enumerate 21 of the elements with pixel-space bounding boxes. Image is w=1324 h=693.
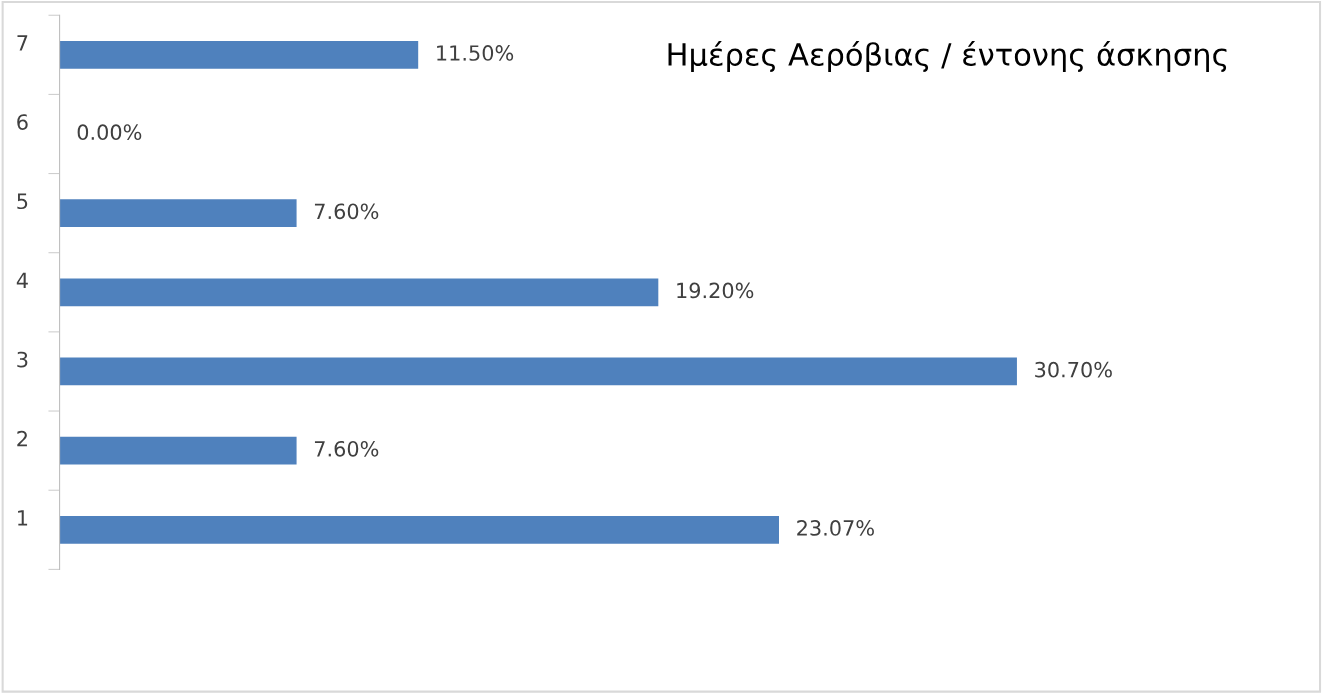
data-label: 23.07% <box>797 520 874 536</box>
bar <box>59 357 1017 386</box>
text: Ημέρες Αερόβιας / έντονης άσκησης <box>668 41 1227 72</box>
y-tick-label: 5 <box>17 193 28 210</box>
data-label: 11.50% <box>437 45 514 61</box>
y-tick-label: 3 <box>17 351 28 368</box>
bar <box>59 278 659 307</box>
data-label: 0.00% <box>77 124 142 141</box>
data-label: 7.60% <box>314 440 379 457</box>
y-tick-label: 4 <box>16 272 28 288</box>
y-tick-label: 6 <box>17 114 28 130</box>
data-label: 7.60% <box>314 203 379 220</box>
bar <box>59 515 779 544</box>
data-label: 30.70% <box>1035 361 1112 378</box>
bar <box>59 436 297 465</box>
bar <box>59 199 297 227</box>
bar <box>59 40 419 69</box>
data-label: 19.20% <box>677 282 754 299</box>
y-tick-label: 7 <box>17 35 28 51</box>
y-tick-label: 1 <box>18 510 28 526</box>
y-tick-label: 2 <box>17 430 27 447</box>
